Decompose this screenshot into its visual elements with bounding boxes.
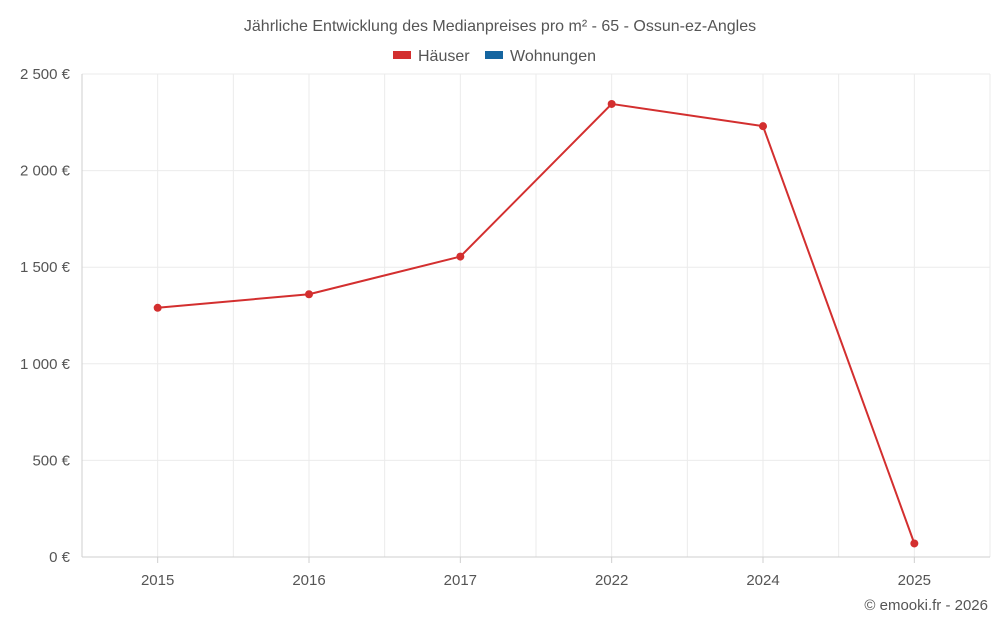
legend-item-apartments[interactable]: Wohnungen: [485, 48, 596, 65]
y-tick-label: 1 000 €: [20, 356, 71, 373]
data-point[interactable]: [456, 252, 465, 261]
x-axis-ticks: 2015 2016 2017 2022 2024 2025: [141, 572, 931, 589]
legend-label-apartments: Wohnungen: [510, 48, 596, 65]
x-tick-label: 2017: [444, 572, 477, 589]
chart-title: Jährliche Entwicklung des Medianpreises …: [244, 18, 756, 35]
legend: Häuser Wohnungen: [393, 48, 596, 65]
y-tick-label: 2 500 €: [20, 66, 71, 83]
x-tick-label: 2025: [898, 572, 931, 589]
data-point[interactable]: [153, 303, 162, 312]
y-tick-label: 2 000 €: [20, 163, 71, 180]
grid: [81, 73, 991, 557]
y-tick-label: 500 €: [32, 452, 70, 469]
legend-item-houses[interactable]: Häuser: [393, 48, 470, 65]
legend-swatch-houses: [393, 51, 411, 59]
x-tick-label: 2022: [595, 572, 628, 589]
series-line-houses: [157, 102, 916, 544]
x-tick-label: 2015: [141, 572, 174, 589]
y-tick-label: 1 500 €: [20, 259, 71, 276]
legend-swatch-apartments: [485, 51, 503, 59]
y-tick-label: 0 €: [49, 549, 71, 566]
data-point[interactable]: [305, 290, 313, 299]
data-point[interactable]: [607, 99, 616, 108]
x-tick-label: 2024: [746, 572, 779, 589]
axes: [81, 74, 990, 563]
x-tick-label: 2016: [292, 572, 325, 589]
legend-label-houses: Häuser: [418, 48, 470, 65]
y-axis-ticks: 0 € 500 € 1 000 € 1 500 € 2 000 € 2 500 €: [20, 66, 71, 566]
data-point[interactable]: [759, 122, 767, 131]
credit-text: © emooki.fr - 2026: [864, 597, 988, 614]
series: [153, 99, 919, 548]
data-point[interactable]: [910, 539, 919, 548]
